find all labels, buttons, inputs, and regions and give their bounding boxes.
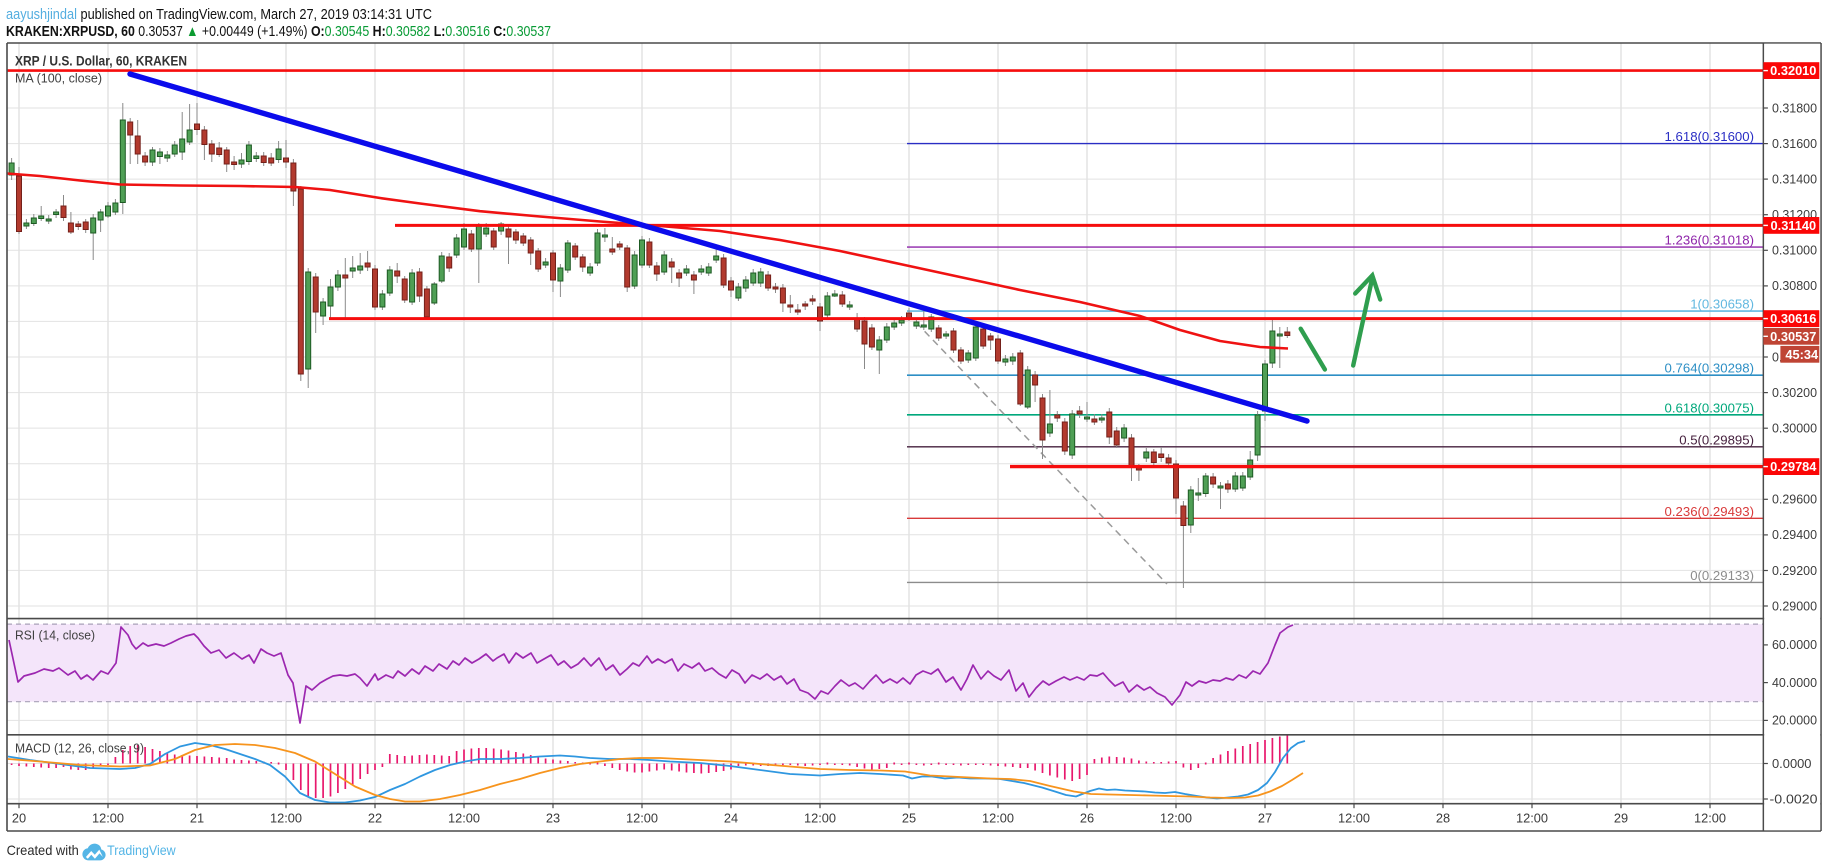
svg-text:0.31000: 0.31000 (1772, 244, 1817, 258)
svg-text:0.31800: 0.31800 (1772, 101, 1817, 115)
svg-text:0.29400: 0.29400 (1772, 528, 1817, 542)
svg-text:0.30800: 0.30800 (1772, 279, 1817, 293)
svg-text:12:00: 12:00 (1516, 811, 1548, 826)
svg-text:XRP / U.S. Dollar, 60, KRAKEN: XRP / U.S. Dollar, 60, KRAKEN (15, 54, 187, 69)
svg-text:12:00: 12:00 (626, 811, 658, 826)
svg-text:12:00: 12:00 (270, 811, 302, 826)
svg-text:0(0.29133): 0(0.29133) (1690, 568, 1754, 583)
svg-text:0.31400: 0.31400 (1772, 172, 1817, 186)
svg-text:45:34: 45:34 (1785, 347, 1819, 362)
svg-text:12:00: 12:00 (804, 811, 836, 826)
svg-text:0.764(0.30298): 0.764(0.30298) (1665, 361, 1754, 376)
svg-text:0.5(0.29895): 0.5(0.29895) (1679, 432, 1754, 447)
svg-text:Created with: Created with (7, 843, 79, 858)
svg-text:0.618(0.30075): 0.618(0.30075) (1665, 400, 1754, 415)
svg-text:-0.0020: -0.0020 (1770, 792, 1818, 806)
svg-text:MA (100, close): MA (100, close) (15, 71, 102, 86)
svg-text:1.236(0.31018): 1.236(0.31018) (1665, 233, 1754, 248)
svg-text:0.29600: 0.29600 (1772, 493, 1817, 507)
svg-text:40.0000: 40.0000 (1772, 676, 1817, 690)
svg-text:12:00: 12:00 (1160, 811, 1192, 826)
svg-text:0.236(0.29493): 0.236(0.29493) (1665, 504, 1754, 519)
svg-text:0.29000: 0.29000 (1772, 599, 1817, 613)
svg-text:21: 21 (190, 811, 204, 826)
svg-text:aayushjindal published on Trad: aayushjindal published on TradingView.co… (6, 6, 432, 23)
svg-text:60.0000: 60.0000 (1772, 638, 1817, 652)
svg-text:20: 20 (12, 811, 26, 826)
svg-text:22: 22 (368, 811, 382, 826)
svg-text:MACD (12, 26, close, 9): MACD (12, 26, close, 9) (15, 741, 144, 756)
svg-text:24: 24 (724, 811, 738, 826)
svg-text:1.618(0.31600): 1.618(0.31600) (1665, 129, 1754, 144)
svg-text:25: 25 (902, 811, 916, 826)
svg-text:12:00: 12:00 (1694, 811, 1726, 826)
svg-text:12:00: 12:00 (92, 811, 124, 826)
svg-text:27: 27 (1258, 811, 1272, 826)
svg-text:12:00: 12:00 (1338, 811, 1370, 826)
svg-text:20.0000: 20.0000 (1772, 714, 1817, 728)
svg-text:0.30200: 0.30200 (1772, 386, 1817, 400)
svg-text:TradingView: TradingView (107, 843, 176, 858)
svg-text:23: 23 (546, 811, 560, 826)
svg-text:0.31140: 0.31140 (1771, 218, 1817, 233)
svg-text:0.30000: 0.30000 (1772, 422, 1817, 436)
svg-text:0.0000: 0.0000 (1772, 757, 1812, 771)
svg-text:0.30537: 0.30537 (1770, 329, 1816, 344)
svg-text:12:00: 12:00 (448, 811, 480, 826)
svg-text:29: 29 (1614, 811, 1628, 826)
svg-text:0.31600: 0.31600 (1772, 137, 1817, 151)
svg-text:0.32010: 0.32010 (1770, 63, 1816, 78)
svg-text:0.29200: 0.29200 (1772, 564, 1817, 578)
svg-text:12:00: 12:00 (982, 811, 1014, 826)
svg-text:26: 26 (1080, 811, 1094, 826)
svg-text:28: 28 (1436, 811, 1450, 826)
svg-text:1(0.30658): 1(0.30658) (1690, 297, 1754, 312)
svg-text:0.29784: 0.29784 (1770, 459, 1817, 474)
svg-text:KRAKEN:XRPUSD, 60 0.30537 ▲ +: KRAKEN:XRPUSD, 60 0.30537 ▲ +0.00449 (+1… (6, 23, 551, 40)
svg-text:0.30616: 0.30616 (1770, 311, 1816, 326)
svg-text:RSI (14, close): RSI (14, close) (15, 628, 95, 643)
